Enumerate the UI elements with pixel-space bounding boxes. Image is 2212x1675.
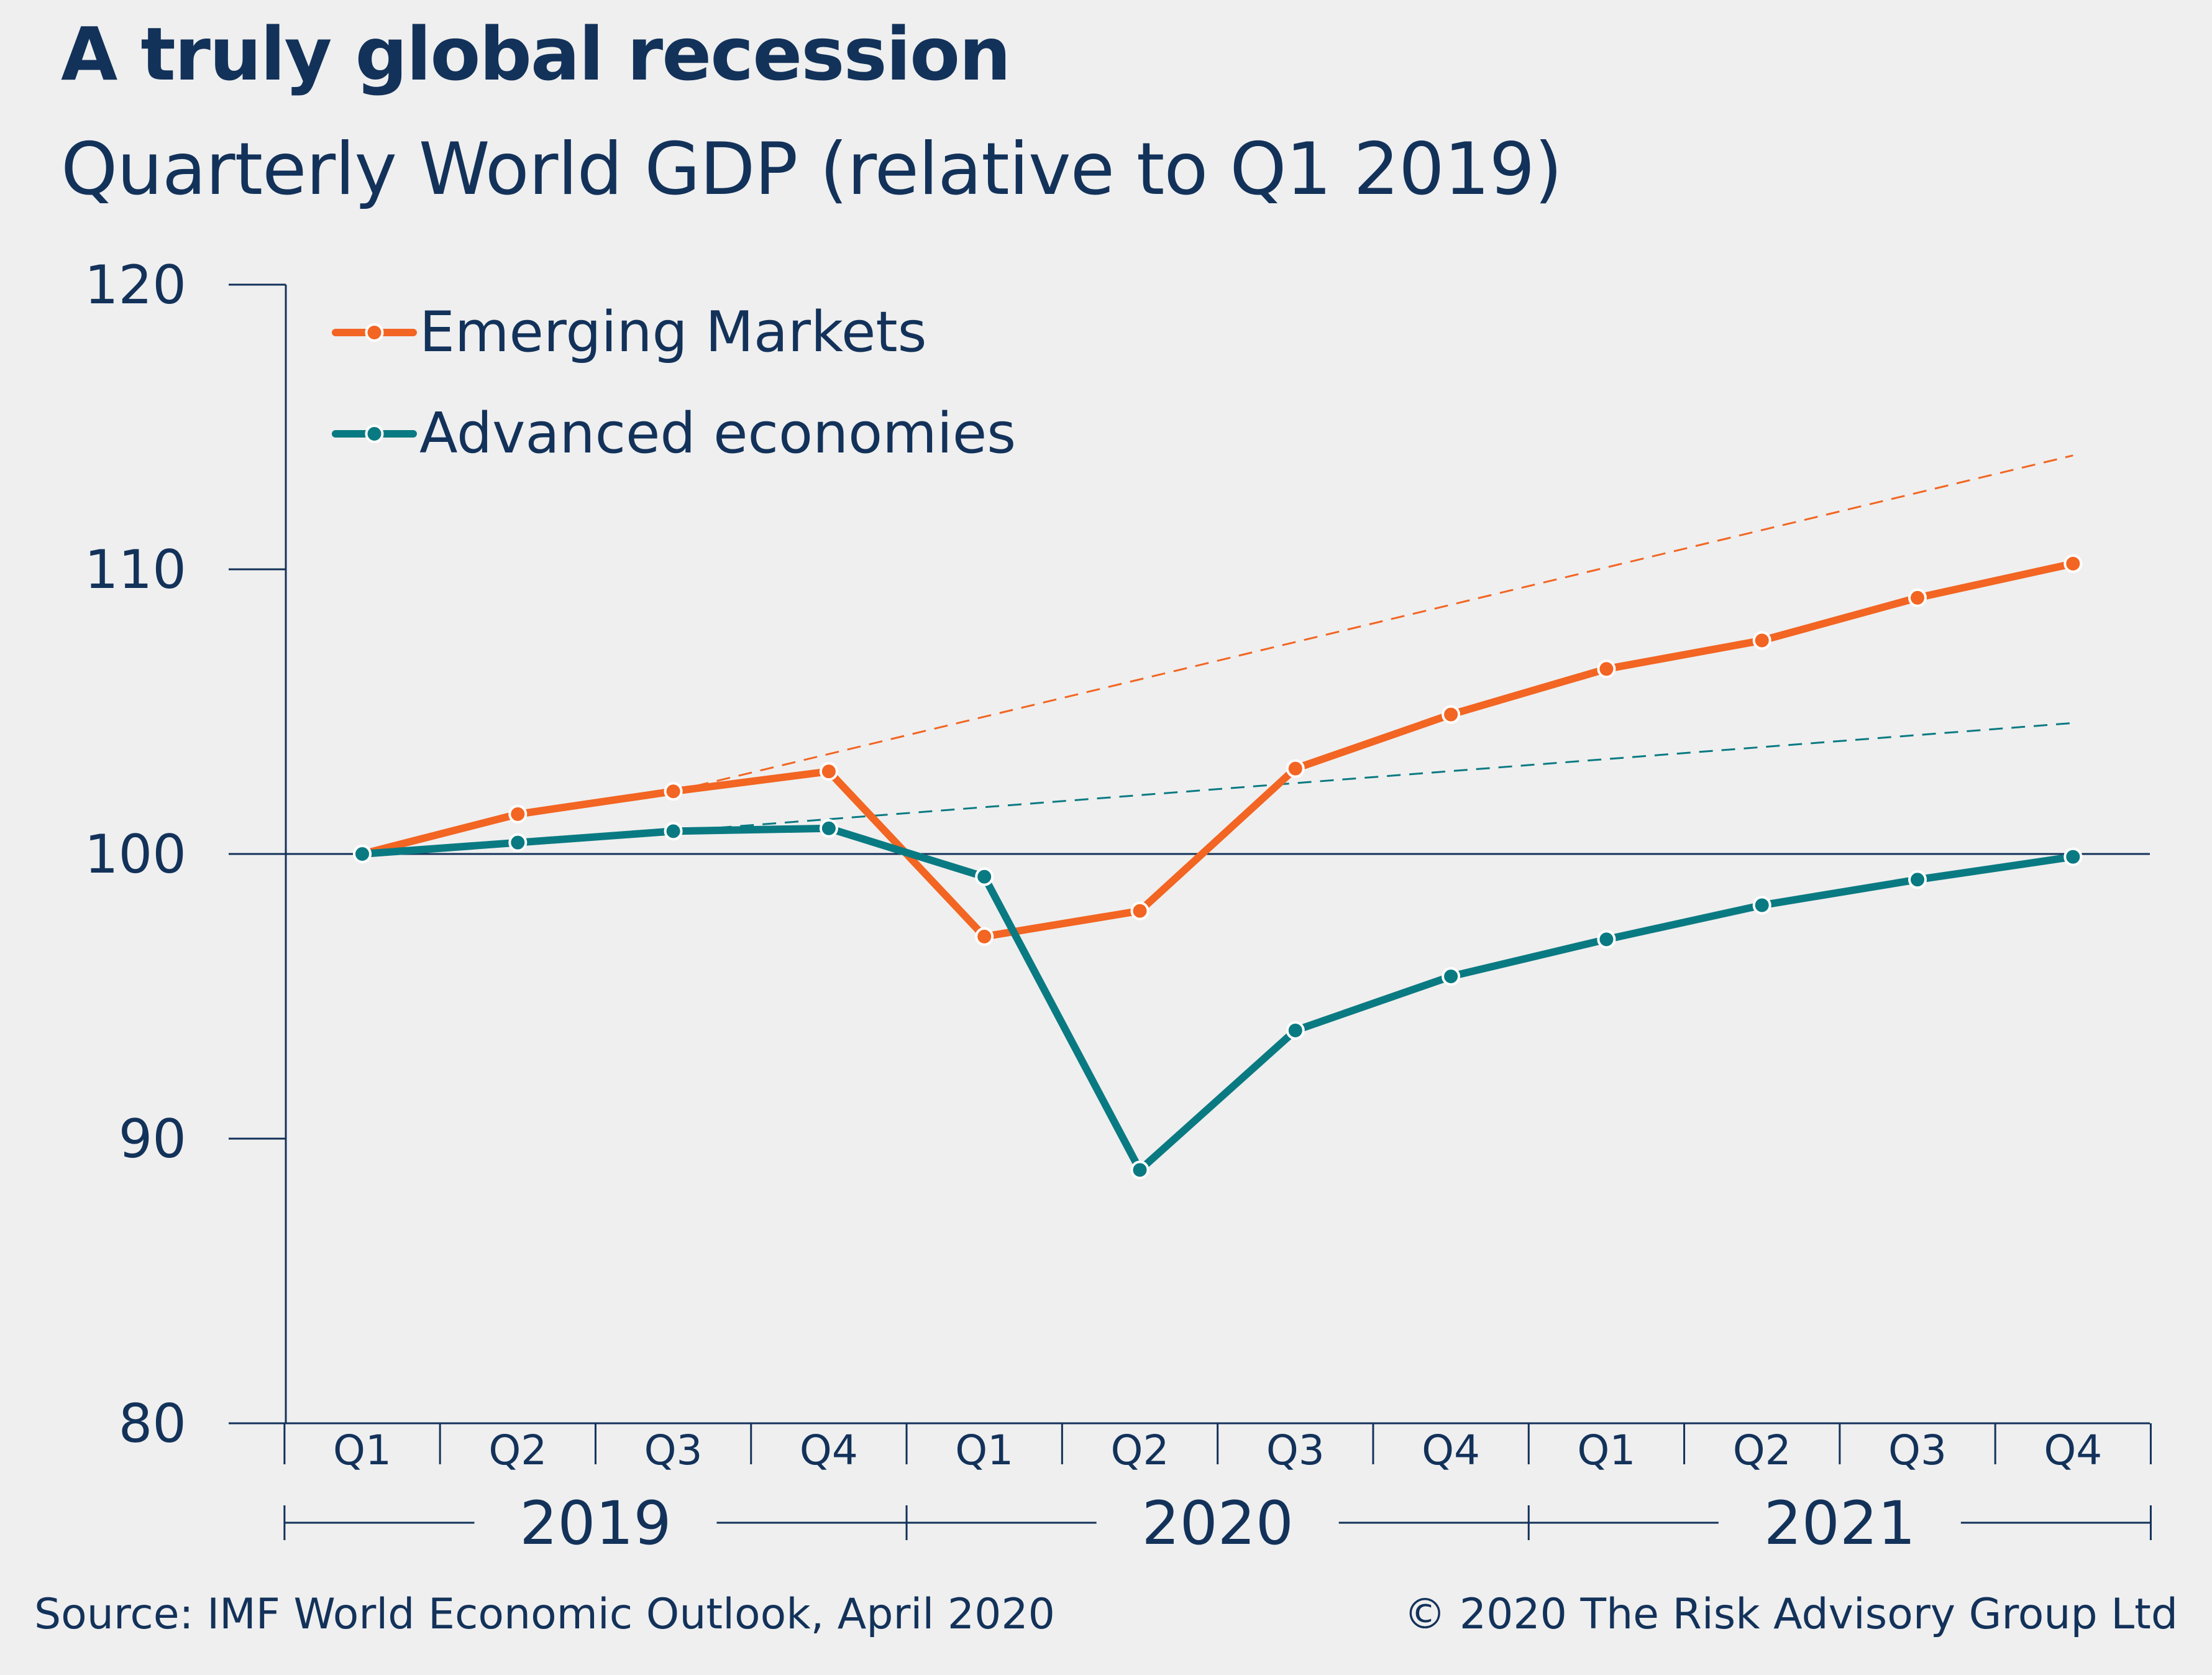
legend-label-emerging: Emerging Markets	[419, 300, 927, 365]
series-line-emerging	[359, 559, 2077, 940]
year-label: 2019	[519, 1489, 671, 1558]
y-tick-label: 110	[85, 539, 186, 601]
data-point-advanced	[975, 867, 994, 886]
x-tick-label: Q4	[2044, 1426, 2102, 1474]
data-point-advanced	[664, 822, 683, 841]
x-tick-label: Q2	[488, 1426, 547, 1474]
legend-marker-advanced	[365, 424, 384, 443]
legend-label-advanced: Advanced economies	[419, 401, 1016, 466]
data-point-advanced	[508, 833, 528, 852]
data-point-advanced	[353, 845, 372, 863]
legend: Emerging Markets Advanced economies	[332, 300, 1016, 466]
data-point-emerging	[664, 782, 683, 801]
y-tick-label: 120	[85, 254, 186, 316]
x-tick-label: Q3	[1266, 1426, 1325, 1474]
data-point-emerging	[975, 927, 994, 946]
x-tick-label: Q3	[644, 1426, 703, 1474]
data-point-emerging	[1597, 659, 1616, 679]
trend-line-advanced	[673, 722, 2073, 832]
data-point-advanced	[1442, 966, 1461, 986]
series-line-advanced	[359, 824, 2077, 1174]
x-tick-label: Q1	[1577, 1426, 1635, 1474]
data-point-advanced	[819, 819, 838, 838]
y-tick-label: 100	[85, 824, 186, 886]
data-series	[353, 554, 2083, 1180]
page-subtitle: Quarterly World GDP (relative to Q1 2019…	[61, 127, 1563, 211]
data-point-emerging	[1130, 901, 1149, 920]
data-point-advanced	[1597, 930, 1616, 949]
y-tick-label: 90	[119, 1108, 186, 1170]
x-tick-label: Q2	[1733, 1426, 1791, 1474]
year-label: 2020	[1141, 1489, 1293, 1558]
source-note: Source: IMF World Economic Outlook, Apri…	[34, 1590, 1055, 1639]
x-tick-label: Q2	[1111, 1426, 1169, 1474]
data-point-emerging	[1442, 705, 1461, 724]
x-tick-label: Q1	[333, 1426, 391, 1474]
x-tick-label: Q4	[1422, 1426, 1480, 1474]
x-tick-label: Q4	[800, 1426, 858, 1474]
legend-marker-emerging	[365, 323, 384, 342]
data-point-emerging	[2063, 554, 2083, 573]
year-label: 2021	[1764, 1489, 1916, 1558]
chart-axes: 80 90 100 110 120 Q1 Q2 Q3 Q4 Q1 Q2 Q3 Q4 Q1 Q2 Q3 Q4 201…	[85, 254, 2152, 1558]
trend-line-emerging	[673, 454, 2073, 792]
trend-lines	[673, 454, 2073, 832]
data-point-emerging	[1752, 631, 1771, 650]
data-point-advanced	[1752, 896, 1771, 915]
data-point-emerging	[819, 762, 838, 781]
page-title: A truly global recession	[61, 11, 1011, 97]
data-point-advanced	[1130, 1160, 1149, 1180]
data-point-emerging	[1286, 759, 1305, 778]
y-tick-label: 80	[119, 1393, 186, 1455]
data-point-emerging	[1908, 588, 1927, 607]
data-point-advanced	[1908, 870, 1927, 889]
data-point-emerging	[508, 804, 528, 824]
x-tick-label: Q3	[1888, 1426, 1947, 1474]
copyright-note: © 2020 The Risk Advisory Group Ltd	[1404, 1590, 2178, 1639]
data-point-advanced	[1286, 1021, 1305, 1040]
x-tick-label: Q1	[955, 1426, 1013, 1474]
data-point-advanced	[2063, 847, 2083, 866]
